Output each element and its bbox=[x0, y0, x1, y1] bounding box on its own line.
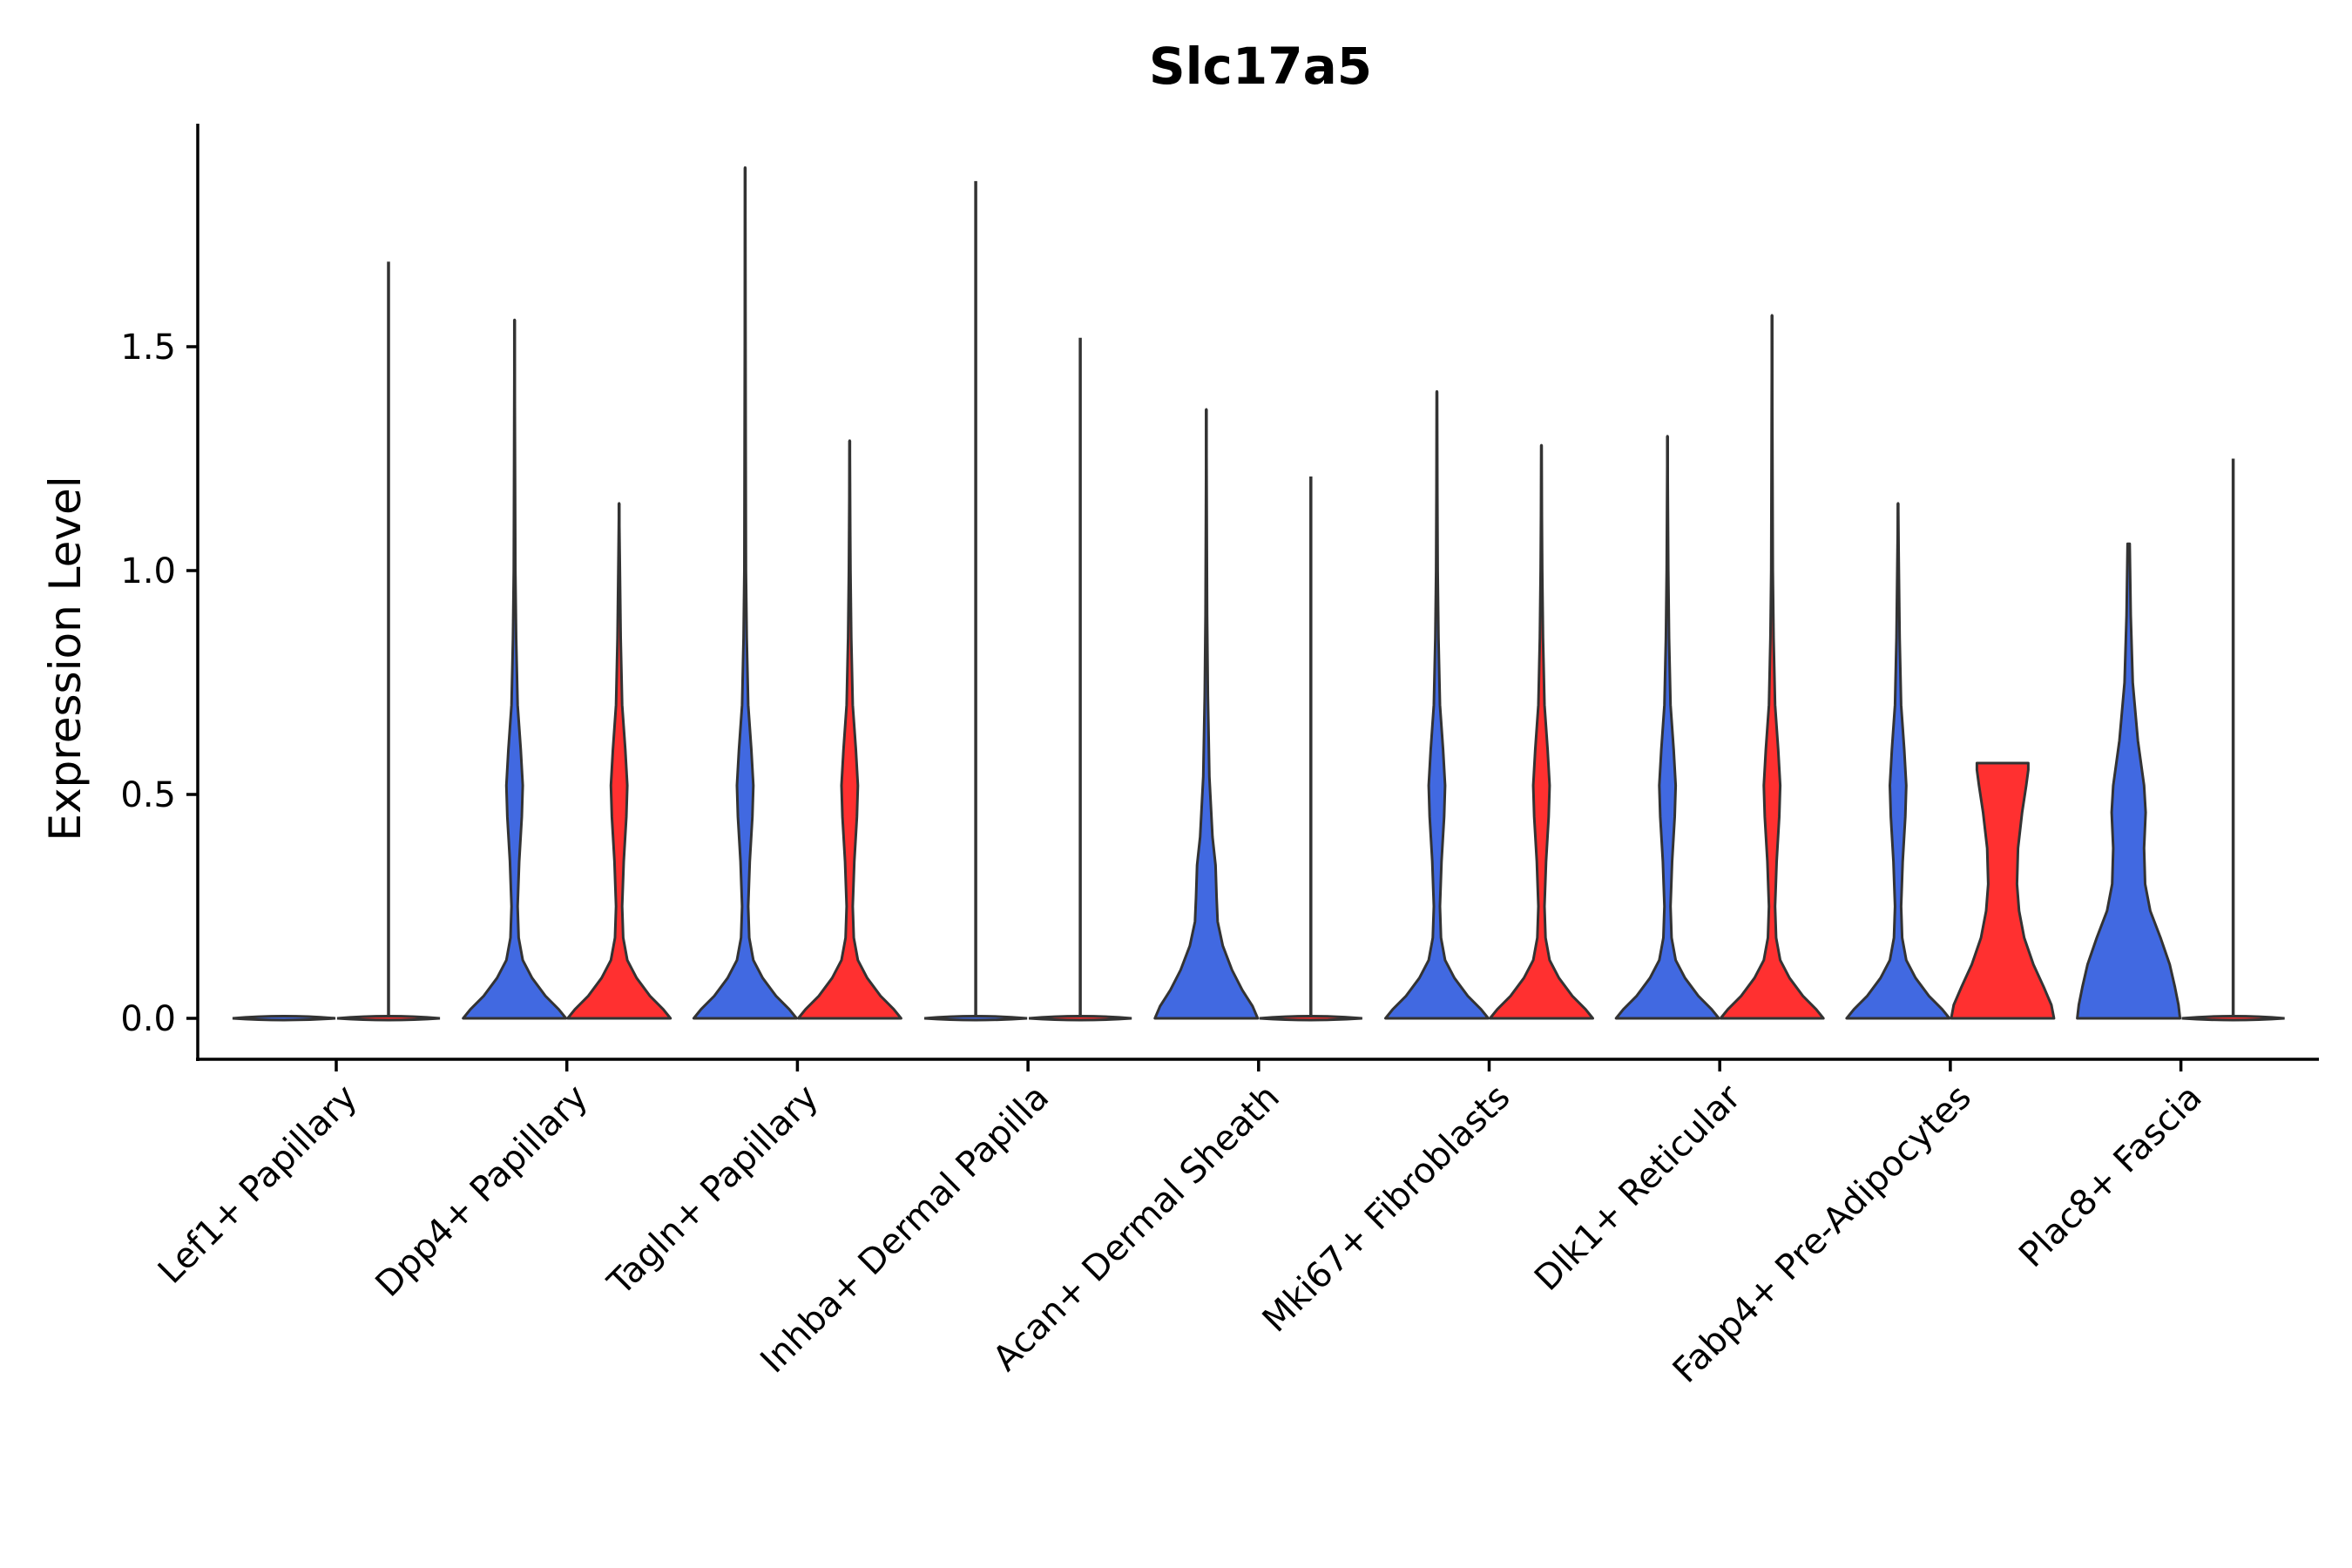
x-tick-label: Plac8+ Fascia bbox=[2011, 1078, 2210, 1276]
violin-right-cat-0 bbox=[336, 1015, 441, 1022]
x-ticks: Lef1+ Papillary Dpp4+ Papillary Tagln+ Pap… bbox=[151, 1059, 2210, 1391]
violin-right-cat-3 bbox=[1028, 1015, 1132, 1022]
y-tick-label: 0.0 bbox=[120, 999, 176, 1039]
violin-right-cat-8 bbox=[2181, 1015, 2285, 1022]
violin-left-cat-5 bbox=[1384, 389, 1490, 1020]
violin-left-cat-3 bbox=[923, 1015, 1028, 1022]
violin-right-cat-1 bbox=[566, 502, 672, 1020]
violin-right-cat-4 bbox=[1259, 1015, 1362, 1022]
violin-right-cat-7 bbox=[1950, 761, 2056, 1020]
violin-left-cat-1 bbox=[462, 318, 568, 1020]
violin-right-cat-2 bbox=[796, 439, 902, 1020]
violin-right-cat-6 bbox=[1719, 314, 1825, 1020]
violin-group bbox=[232, 166, 2285, 1022]
violin-left-cat-4 bbox=[1153, 408, 1260, 1020]
x-tick-label: Tagln+ Papillary bbox=[600, 1078, 827, 1304]
x-tick-label: Dlk1+ Reticular bbox=[1527, 1077, 1749, 1299]
violin-left-cat-0 bbox=[232, 1015, 336, 1022]
chart-title: Slc17a5 bbox=[1149, 37, 1372, 96]
violin-left-cat-2 bbox=[692, 166, 798, 1020]
violin-left-cat-7 bbox=[1845, 502, 1951, 1020]
violin-right-cat-5 bbox=[1489, 443, 1594, 1020]
y-tick-label: 0.5 bbox=[120, 775, 176, 815]
x-tick-label: Lef1+ Papillary bbox=[151, 1078, 365, 1292]
violin-left-cat-6 bbox=[1614, 435, 1720, 1020]
violin-left-cat-8 bbox=[2076, 542, 2182, 1020]
x-tick-label: Mki67+ Fibroblasts bbox=[1255, 1078, 1518, 1341]
y-tick-label: 1.0 bbox=[120, 551, 176, 591]
y-ticks: 0.0 0.5 1.0 1.5 bbox=[120, 328, 198, 1039]
y-axis-label: Expression Level bbox=[40, 476, 91, 841]
x-tick-label: Dpp4+ Papillary bbox=[368, 1078, 596, 1305]
y-tick-label: 1.5 bbox=[120, 328, 176, 368]
